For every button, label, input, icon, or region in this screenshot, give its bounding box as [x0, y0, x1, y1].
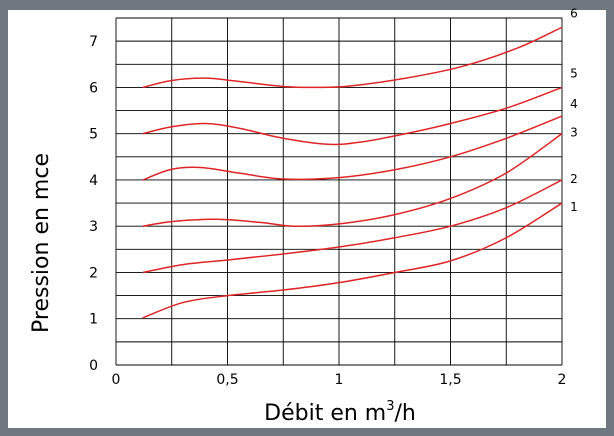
curve-label-3: 3 — [570, 126, 578, 140]
x-tick-label-1: 0,5 — [216, 372, 238, 388]
x-axis-title-suffix: /h — [395, 401, 416, 426]
curve-1 — [142, 202, 563, 319]
curve-label-6: 6 — [570, 6, 578, 20]
y-tick-label-2: 2 — [89, 265, 98, 281]
x-axis-title-superscript: 3 — [386, 399, 394, 414]
curve-4 — [142, 115, 563, 181]
x-axis-title: Débit en m3/h — [264, 399, 416, 426]
curve-label-5: 5 — [570, 66, 578, 80]
y-axis-title: Pression en mce — [29, 153, 54, 333]
curve-label-4: 4 — [570, 97, 578, 111]
right-border — [606, 0, 614, 436]
x-tick-label-0: 0 — [112, 372, 121, 388]
y-tick-label-5: 5 — [89, 127, 98, 143]
x-tick-label-4: 2 — [558, 372, 567, 388]
y-tick-label-7: 7 — [89, 34, 98, 50]
curve-2 — [142, 179, 563, 274]
y-tick-label-3: 3 — [89, 219, 98, 235]
curve-label-2: 2 — [570, 172, 578, 186]
x-tick-label-2: 1 — [335, 372, 344, 388]
grid-layer — [115, 17, 563, 366]
y-tick-label-1: 1 — [89, 312, 98, 328]
curve-6 — [142, 26, 563, 89]
left-border — [0, 0, 8, 436]
curve-layer — [142, 26, 563, 319]
curve-3 — [142, 133, 563, 227]
y-tick-label-6: 6 — [89, 80, 98, 96]
y-tick-label-0: 0 — [89, 358, 98, 374]
y-tick-label-4: 4 — [89, 173, 98, 189]
curve-5 — [142, 86, 563, 146]
label-layer: 0 0,5 1 1,5 2 0 1 2 3 4 5 6 7 1 2 3 4 5 6 — [89, 6, 578, 388]
x-axis-title-prefix: Débit en m — [264, 401, 386, 426]
x-tick-label-3: 1,5 — [439, 372, 461, 388]
curve-label-1: 1 — [570, 200, 578, 214]
